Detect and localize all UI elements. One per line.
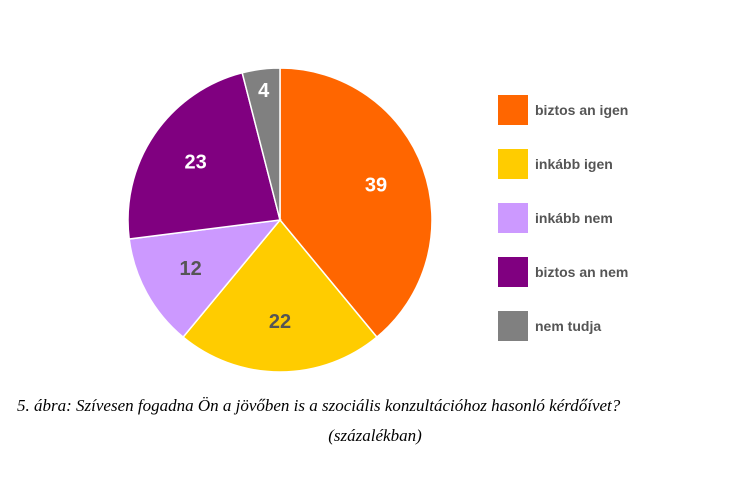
pie-slices	[127, 67, 433, 373]
legend-label: inkább igen	[535, 156, 613, 172]
pie-slice-4	[127, 71, 281, 240]
slice-value-label-4: 23	[185, 152, 207, 174]
legend-item: biztos an nem	[498, 255, 628, 289]
legend-swatch	[498, 95, 528, 125]
slice-value-label-1: 39	[365, 174, 387, 196]
slice-value-label-3: 12	[179, 258, 201, 280]
pie-value-labels: 39 22 12 23 4	[179, 80, 387, 333]
legend-item: inkább nem	[498, 201, 613, 235]
legend-label: biztos an nem	[535, 264, 629, 280]
slice-value-label-5: 4	[258, 80, 270, 102]
pie-chart: 39 22 12 23 4	[127, 67, 433, 373]
pie-slice-1	[279, 67, 433, 339]
caption-title: 5. ábra: Szívesen fogadna Ön a jövőben i…	[17, 396, 621, 415]
legend-label: nem tudja	[535, 318, 602, 334]
pie-slice-2	[182, 218, 378, 373]
legend-swatch	[498, 149, 528, 179]
legend-label: inkább nem	[535, 210, 613, 226]
legend-item: nem tudja	[498, 309, 601, 343]
legend-swatch	[498, 311, 528, 341]
pie-slice-3	[128, 219, 282, 339]
legend-item: inkább igen	[498, 147, 613, 181]
caption-subtitle: (százalékban)	[328, 426, 422, 445]
pie-slice-5	[241, 67, 281, 221]
legend-item: biztos an igen	[498, 93, 628, 127]
legend-swatch	[498, 257, 528, 287]
slice-value-label-2: 22	[269, 311, 291, 333]
legend-swatch	[498, 203, 528, 233]
legend-label: biztos an igen	[535, 102, 629, 118]
